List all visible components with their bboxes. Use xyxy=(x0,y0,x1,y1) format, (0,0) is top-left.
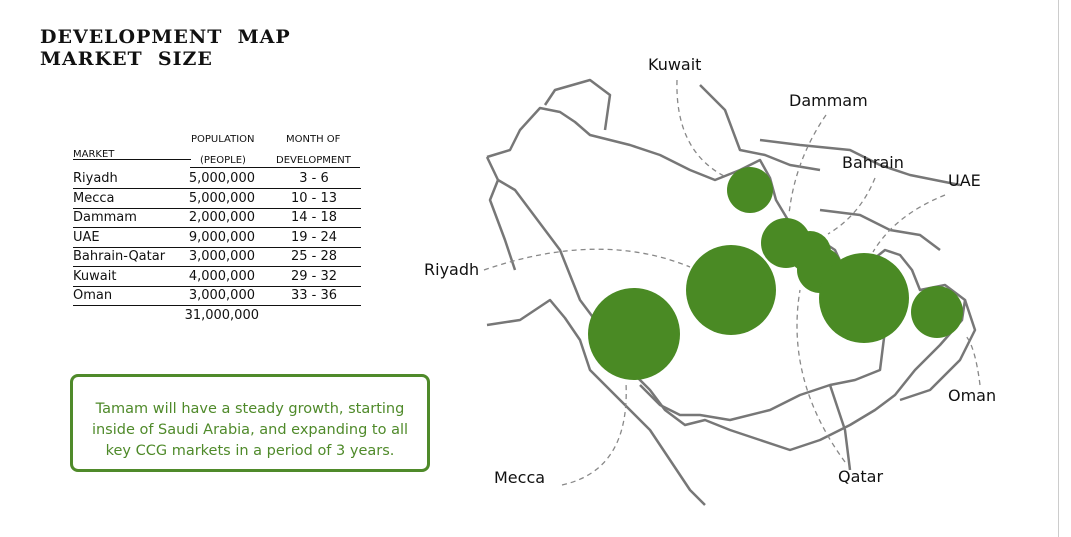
note-line: key CCG markets in a period of 3 years. xyxy=(105,443,395,459)
map-label: Bahrain xyxy=(842,153,904,172)
column-header: DEVELOPMENT xyxy=(276,155,351,166)
map-label: UAE xyxy=(948,171,981,190)
column-header: MONTH OF xyxy=(286,134,341,145)
column-header: MARKET xyxy=(73,149,115,160)
bubble xyxy=(911,286,963,338)
total-cell: 31,000,000 xyxy=(184,307,259,323)
slide-edge xyxy=(1058,0,1059,537)
month-cell: 14 - 18 xyxy=(290,210,338,225)
title-line: MARKET SIZE xyxy=(40,48,213,70)
market-cell: Oman xyxy=(73,288,113,303)
market-cell: Bahrain-Qatar xyxy=(73,249,166,264)
month-cell: 29 - 32 xyxy=(290,268,338,284)
month-cell: 3 - 6 xyxy=(299,171,329,186)
market-cell: Dammam xyxy=(73,210,137,225)
arrows xyxy=(483,79,981,486)
note-line: inside of Saudi Arabia, and expanding to… xyxy=(91,422,409,438)
note-line: Tamam will have a steady growth, startin… xyxy=(95,401,405,417)
population-cell: 3,000,000 xyxy=(188,288,255,303)
market-cell: UAE xyxy=(73,229,100,245)
map-label: Qatar xyxy=(838,467,883,486)
population-cell: 3,000,000 xyxy=(188,249,255,264)
map-label: Oman xyxy=(948,386,996,405)
row-rule xyxy=(73,285,361,287)
month-cell: 10 - 13 xyxy=(290,190,338,206)
row-rule xyxy=(73,207,361,209)
month-cell: 19 - 24 xyxy=(290,229,338,245)
table-rule xyxy=(190,167,360,168)
row-rule xyxy=(73,188,361,189)
map-label: Mecca xyxy=(494,468,545,487)
map-label: Kuwait xyxy=(648,55,701,74)
column-header: (PEOPLE) xyxy=(200,155,246,166)
row-rule xyxy=(73,246,361,248)
table-rule xyxy=(73,159,191,160)
market-cell: Mecca xyxy=(73,190,115,206)
market-bubbles xyxy=(588,167,963,380)
map-label: Riyadh xyxy=(424,260,479,279)
market-cell: Riyadh xyxy=(73,171,118,186)
row-rule xyxy=(73,227,361,228)
row-rule xyxy=(73,266,361,267)
population-cell: 4,000,000 xyxy=(188,268,255,284)
map-label: Dammam xyxy=(789,91,868,110)
bubble xyxy=(588,288,680,380)
month-cell: 25 - 28 xyxy=(290,249,338,264)
bubble xyxy=(819,253,909,343)
population-cell: 5,000,000 xyxy=(188,190,255,206)
note-box: Tamam will have a steady growth, startin… xyxy=(70,374,430,472)
row-rule xyxy=(73,305,361,306)
market-cell: Kuwait xyxy=(73,268,117,284)
bubble xyxy=(727,167,773,213)
bubble xyxy=(686,245,776,335)
column-header: POPULATION xyxy=(191,134,255,145)
month-cell: 33 - 36 xyxy=(290,288,338,303)
population-cell: 9,000,000 xyxy=(188,229,255,245)
population-cell: 2,000,000 xyxy=(188,210,255,225)
population-cell: 5,000,000 xyxy=(188,171,255,186)
map-labels: Kuwait Dammam Bahrain UAE Riyadh Oman Mecca Qat… xyxy=(424,55,996,487)
title-line: DEVELOPMENT MAP xyxy=(40,26,291,48)
